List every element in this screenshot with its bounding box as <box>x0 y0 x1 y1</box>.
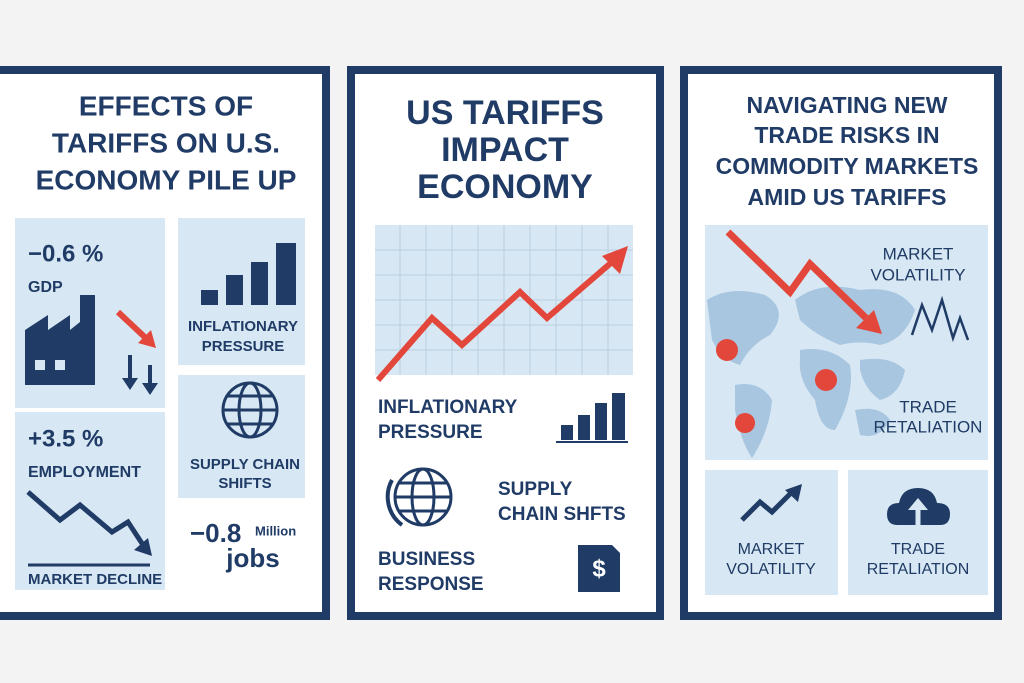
title: COMMODITY MARKETS <box>716 153 979 179</box>
card <box>226 275 243 305</box>
globe-icon <box>385 467 453 527</box>
shape <box>740 490 794 522</box>
jobs-value: −0.8 <box>190 518 241 548</box>
label: RETALIATION <box>867 561 970 578</box>
shape <box>578 545 620 592</box>
title: EFFECTS OF <box>79 90 253 121</box>
label: SHIFTS <box>218 475 271 492</box>
cloud-icon <box>887 488 950 525</box>
shape <box>860 358 905 400</box>
shape <box>395 481 451 513</box>
dollar-sign: $ <box>592 555 606 582</box>
shape <box>134 538 152 556</box>
label: TRADE <box>899 397 957 416</box>
label: BUSINESS <box>378 549 475 570</box>
shape <box>795 286 915 345</box>
shape <box>375 225 633 375</box>
shape <box>138 330 156 348</box>
shape <box>602 246 628 274</box>
label: VOLATILITY <box>870 265 965 284</box>
label: MARKET DECLINE <box>28 571 162 588</box>
shape <box>26 490 148 550</box>
trend-chart <box>375 225 633 382</box>
jobs-unit: Million <box>255 523 296 538</box>
shape <box>856 310 882 334</box>
label: SUPPLY <box>498 479 573 500</box>
label: PRESSURE <box>202 338 285 355</box>
shape <box>223 394 277 426</box>
title: AMID US TARIFFS <box>748 184 947 210</box>
panel-impact: US TARIFFS IMPACT ECONOMY INFLATIONARY P… <box>347 66 664 620</box>
shape <box>128 355 152 385</box>
shape <box>910 295 970 343</box>
title: NAVIGATING NEW <box>746 92 947 118</box>
shape <box>716 339 738 361</box>
dollar-icon: $ <box>578 545 620 592</box>
gdp-value: −0.6 % <box>28 240 103 267</box>
shape <box>375 259 614 382</box>
card <box>595 403 607 440</box>
shape <box>815 369 837 391</box>
bar-icon <box>201 243 296 305</box>
panel-effects: EFFECTS OF TARIFFS ON U.S. ECONOMY PILE … <box>0 66 330 620</box>
title: IMPACT <box>441 131 569 169</box>
card <box>612 393 625 440</box>
card <box>705 470 838 595</box>
jobs-label: jobs <box>225 543 279 573</box>
title: ECONOMY <box>417 168 593 206</box>
shape <box>122 378 158 395</box>
bar-icon <box>556 393 628 443</box>
shape <box>385 479 404 527</box>
label: MARKET <box>738 541 805 558</box>
globe-icon <box>221 381 279 439</box>
card <box>578 415 590 440</box>
up-arrow-icon <box>740 484 802 522</box>
shape <box>855 408 890 436</box>
shape <box>908 498 928 510</box>
label: RESPONSE <box>378 574 484 595</box>
shape <box>785 484 802 502</box>
card <box>201 290 218 305</box>
label: TRADE <box>891 541 945 558</box>
shape <box>725 229 869 321</box>
label: INFLATIONARY <box>188 318 298 335</box>
decline-arrow <box>26 490 152 567</box>
label: INFLATIONARY <box>378 397 518 418</box>
employment-value: +3.5 % <box>28 425 103 452</box>
label: SUPPLY CHAIN <box>190 456 300 473</box>
card <box>55 360 65 370</box>
card <box>276 243 296 305</box>
label: PRESSURE <box>378 422 483 443</box>
card <box>35 360 45 370</box>
panel-commodity: NAVIGATING NEW TRADE RISKS IN COMMODITY … <box>680 66 1002 620</box>
gdp-label: GDP <box>28 279 63 296</box>
shape <box>735 413 755 433</box>
factory-icon <box>25 295 158 395</box>
title: US TARIFFS <box>406 94 604 132</box>
title: TRADE RISKS IN <box>754 122 939 148</box>
label: MARKET <box>883 244 954 263</box>
employment-label: EMPLOYMENT <box>28 464 141 481</box>
card <box>251 262 268 305</box>
label: VOLATILITY <box>726 561 816 578</box>
label: CHAIN SHFTS <box>498 504 626 525</box>
card <box>561 425 573 440</box>
title: TARIFFS ON U.S. <box>52 127 280 158</box>
title: ECONOMY PILE UP <box>36 164 297 195</box>
label: RETALIATION <box>874 417 983 436</box>
world-map <box>705 225 988 460</box>
